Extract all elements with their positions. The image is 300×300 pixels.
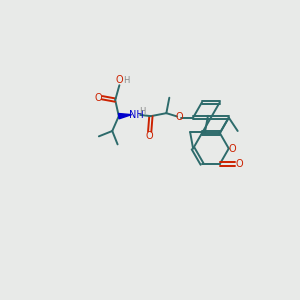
Text: NH: NH xyxy=(129,110,144,120)
Text: O: O xyxy=(116,75,124,85)
Text: O: O xyxy=(235,159,243,169)
Text: H: H xyxy=(123,76,129,85)
Text: O: O xyxy=(146,131,154,141)
Text: O: O xyxy=(94,93,102,103)
Text: O: O xyxy=(229,143,236,154)
Text: O: O xyxy=(176,112,184,122)
Text: H: H xyxy=(140,106,146,116)
Polygon shape xyxy=(118,113,132,119)
